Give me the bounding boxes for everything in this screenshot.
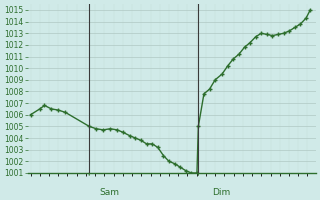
Text: Sam: Sam (100, 188, 120, 197)
Text: Dim: Dim (212, 188, 230, 197)
